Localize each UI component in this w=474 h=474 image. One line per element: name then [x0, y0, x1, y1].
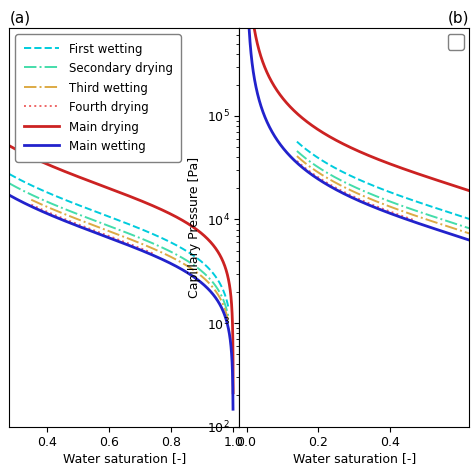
Line: Fourth drying: Fourth drying: [31, 205, 155, 255]
Main wetting: [177, 265, 183, 271]
Secondary drying: [209, 278, 215, 284]
Text: (a): (a): [9, 11, 31, 26]
Line: Main wetting: Main wetting: [0, 29, 233, 409]
Line: Third wetting: Third wetting: [31, 200, 228, 322]
Text: (b): (b): [448, 11, 469, 26]
Fourth drying: [74, 221, 80, 227]
First wetting: [196, 256, 201, 262]
Fourth drying: [153, 252, 158, 257]
Line: Secondary drying: Secondary drying: [9, 183, 228, 317]
First wetting: [88, 207, 93, 213]
Secondary drying: [71, 210, 76, 215]
Fourth drying: [28, 202, 34, 208]
Line: First wetting: First wetting: [9, 174, 228, 308]
X-axis label: Water saturation [-]: Water saturation [-]: [63, 452, 186, 465]
Third wetting: [66, 213, 72, 219]
Secondary drying: [196, 266, 201, 272]
First wetting: [69, 200, 75, 205]
First wetting: [7, 171, 12, 177]
Third wetting: [28, 197, 34, 202]
Secondary drying: [7, 181, 12, 186]
Third wetting: [149, 245, 155, 251]
Secondary drying: [88, 216, 93, 222]
Main wetting: [143, 249, 148, 255]
First wetting: [158, 235, 164, 241]
Third wetting: [226, 319, 231, 325]
First wetting: [209, 269, 215, 275]
Main wetting: [230, 406, 236, 412]
Fourth drying: [94, 228, 100, 234]
Fourth drying: [117, 237, 122, 243]
Main wetting: [188, 272, 194, 278]
Main wetting: [7, 192, 12, 198]
Y-axis label: Capillary Pressure [Pa]: Capillary Pressure [Pa]: [188, 157, 201, 298]
Third wetting: [79, 218, 85, 224]
Main drying: [12, 146, 18, 152]
Main drying: [230, 390, 236, 396]
Legend: First wetting, Secondary drying, Third wetting, Fourth drying, Main drying, Main: First wetting, Secondary drying, Third w…: [15, 34, 181, 162]
Main drying: [212, 244, 218, 250]
Third wetting: [184, 263, 190, 268]
Line: Main drying: Main drying: [0, 29, 233, 393]
Fourth drying: [128, 242, 134, 247]
Secondary drying: [69, 209, 75, 215]
Fourth drying: [42, 208, 47, 213]
Main drying: [90, 180, 96, 185]
Secondary drying: [158, 244, 164, 250]
X-axis label: Water saturation [-]: Water saturation [-]: [292, 452, 416, 465]
Main drying: [36, 157, 41, 163]
First wetting: [71, 201, 76, 206]
Fourth drying: [119, 238, 125, 244]
Legend: : [448, 34, 464, 50]
Third wetting: [126, 236, 131, 241]
Secondary drying: [226, 314, 231, 320]
First wetting: [226, 305, 231, 310]
Third wetting: [221, 304, 227, 310]
